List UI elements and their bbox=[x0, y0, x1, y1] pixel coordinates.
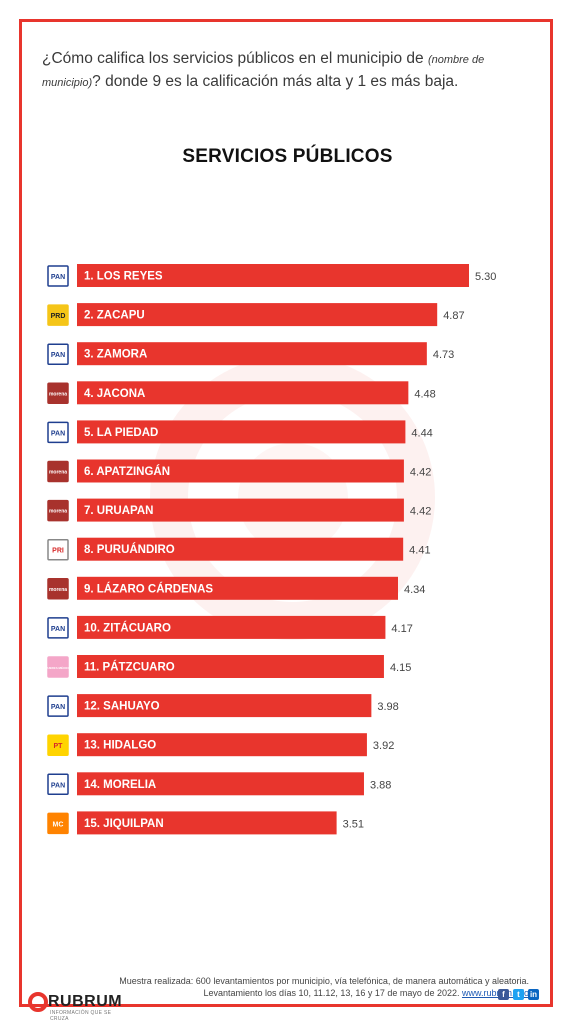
bar-label: 6. APATZINGÁN bbox=[84, 465, 170, 478]
svg-text:FUERZA MÉXICO: FUERZA MÉXICO bbox=[46, 665, 71, 670]
svg-text:morena: morena bbox=[49, 509, 67, 515]
bar-label: 12. SAHUAYO bbox=[84, 701, 160, 713]
pan-logo: PAN bbox=[47, 617, 69, 639]
svg-text:morena: morena bbox=[49, 470, 67, 476]
morena-logo: morena bbox=[47, 578, 69, 600]
bar-label: 2. ZACAPU bbox=[84, 310, 145, 322]
bar bbox=[77, 733, 367, 757]
morena-logo: morena bbox=[47, 499, 69, 522]
twitter-icon[interactable]: t bbox=[513, 989, 524, 1000]
svg-text:MC: MC bbox=[53, 821, 64, 828]
pan-logo: PAN bbox=[47, 695, 69, 717]
survey-question: ¿Cómo califica los servicios públicos en… bbox=[42, 48, 532, 94]
bar-label: 8. PURUÁNDIRO bbox=[84, 543, 175, 556]
bar-label: 7. URUAPAN bbox=[84, 505, 153, 517]
pt-logo: PT bbox=[47, 734, 69, 756]
bar-label: 5. LA PIEDAD bbox=[84, 427, 158, 439]
svg-text:PAN: PAN bbox=[51, 274, 65, 281]
question-text-end: ? donde 9 es la calificación más alta y … bbox=[92, 73, 459, 90]
fuerza-mexico-logo: FUERZA MÉXICO bbox=[46, 656, 71, 678]
svg-text:PT: PT bbox=[54, 743, 64, 750]
bar bbox=[77, 811, 337, 835]
pan-logo: PAN bbox=[47, 265, 69, 287]
mc-logo: MC bbox=[47, 812, 69, 835]
bar bbox=[77, 576, 398, 600]
page-frame bbox=[19, 19, 553, 1007]
bar-label: 4. JACONA bbox=[84, 388, 145, 400]
value-label: 4.41 bbox=[409, 545, 430, 557]
bar-label: 1. LOS REYES bbox=[84, 271, 163, 283]
bar-label: 10. ZITÁCUARO bbox=[84, 621, 171, 634]
brand-tagline: INFORMACIÓN QUE SE CRUZA bbox=[50, 1010, 112, 1022]
bar-label: 15. JIQUILPAN bbox=[84, 818, 164, 830]
prd-logo: PRD bbox=[47, 304, 69, 326]
bar-label: 11. PÁTZCUARO bbox=[84, 661, 175, 674]
bar bbox=[77, 420, 406, 444]
svg-text:morena: morena bbox=[49, 391, 67, 397]
facebook-icon[interactable]: f bbox=[498, 989, 509, 1000]
value-label: 4.42 bbox=[410, 506, 431, 518]
value-label: 3.92 bbox=[373, 740, 394, 752]
value-label: 4.87 bbox=[443, 310, 464, 322]
pan-logo: PAN bbox=[47, 343, 69, 365]
rubrum-logo: RUBRUM INFORMACIÓN QUE SE CRUZA bbox=[28, 992, 128, 1022]
value-label: 4.34 bbox=[404, 584, 425, 596]
value-label: 5.30 bbox=[475, 271, 496, 283]
footer-dates-text: Levantamiento los días 10, 11.12, 13, 16… bbox=[203, 988, 462, 998]
bar bbox=[77, 264, 469, 287]
bar bbox=[77, 615, 386, 639]
bar bbox=[77, 537, 404, 561]
footer-note: Muestra realizada: 600 levantamientos po… bbox=[119, 975, 529, 999]
bar bbox=[77, 655, 384, 678]
pan-logo: PAN bbox=[47, 421, 69, 444]
rubrum-ring-icon bbox=[28, 992, 48, 1012]
footer-sample-text: Muestra realizada: 600 levantamientos po… bbox=[119, 976, 529, 986]
value-label: 3.88 bbox=[370, 779, 391, 791]
question-placeholder: (nombre de municipio) bbox=[42, 54, 485, 89]
bar-label: 13. HIDALGO bbox=[84, 740, 156, 752]
bar bbox=[77, 772, 364, 796]
morena-logo: morena bbox=[47, 382, 69, 405]
value-label: 4.48 bbox=[414, 388, 435, 400]
morena-logo: morena bbox=[47, 460, 69, 483]
linkedin-icon[interactable]: in bbox=[528, 989, 539, 1000]
bar-label: 9. LÁZARO CÁRDENAS bbox=[84, 582, 213, 595]
value-label: 4.44 bbox=[411, 427, 432, 439]
bar bbox=[77, 459, 404, 483]
pri-logo: PRI bbox=[47, 538, 69, 561]
bar bbox=[77, 694, 372, 718]
value-label: 4.73 bbox=[433, 349, 454, 361]
footer-link[interactable]: www.rubrum.info bbox=[461, 988, 529, 998]
question-text: ¿Cómo califica los servicios públicos en… bbox=[42, 50, 428, 67]
svg-text:PRD: PRD bbox=[51, 313, 66, 320]
svg-text:PAN: PAN bbox=[51, 626, 65, 633]
svg-text:morena: morena bbox=[49, 587, 67, 593]
svg-text:PAN: PAN bbox=[51, 704, 65, 711]
pan-logo: PAN bbox=[47, 773, 69, 796]
brand-name: RUBRUM bbox=[48, 993, 123, 1010]
value-label: 4.15 bbox=[390, 662, 411, 674]
bar bbox=[77, 381, 409, 405]
value-label: 3.98 bbox=[377, 701, 398, 713]
svg-text:PAN: PAN bbox=[51, 352, 65, 359]
bar-label: 14. MORELIA bbox=[84, 779, 156, 791]
svg-text:PAN: PAN bbox=[51, 430, 65, 437]
svg-text:PAN: PAN bbox=[51, 782, 65, 789]
value-label: 3.51 bbox=[343, 818, 364, 830]
chart-title: SERVICIOS PÚBLICOS bbox=[182, 146, 393, 167]
bar-label: 3. ZAMORA bbox=[84, 349, 147, 361]
svg-text:PRI: PRI bbox=[52, 548, 64, 555]
value-label: 4.42 bbox=[410, 467, 431, 479]
bar bbox=[77, 342, 427, 366]
value-label: 4.17 bbox=[391, 623, 412, 635]
bar bbox=[77, 498, 404, 522]
bar bbox=[77, 303, 438, 327]
